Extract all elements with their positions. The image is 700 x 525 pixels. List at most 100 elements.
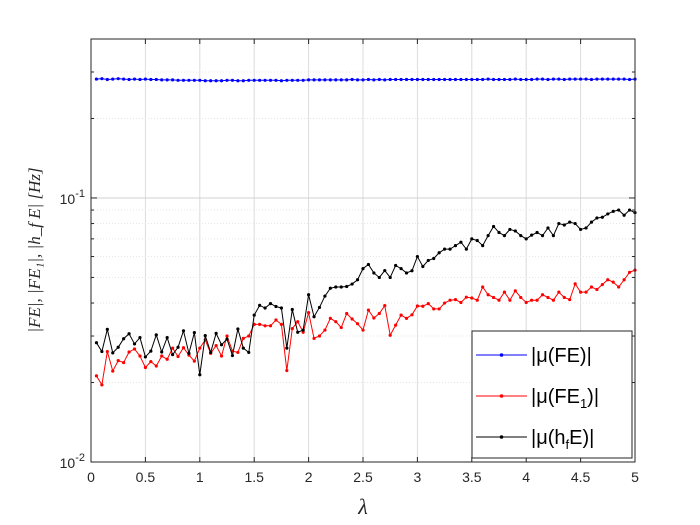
data-point	[606, 77, 610, 81]
data-point	[383, 78, 387, 82]
data-point	[339, 285, 343, 289]
data-point	[519, 295, 523, 300]
data-point	[535, 298, 539, 302]
data-point	[519, 234, 523, 238]
data-point	[404, 77, 409, 82]
data-point	[546, 295, 550, 300]
data-point	[132, 347, 137, 351]
data-point	[372, 271, 376, 275]
data-point	[562, 77, 566, 82]
data-point	[339, 78, 343, 82]
data-point	[323, 294, 327, 298]
data-point	[236, 350, 240, 355]
data-point	[394, 77, 398, 82]
data-point	[399, 267, 403, 271]
legend-marker	[499, 435, 504, 439]
data-point	[312, 336, 316, 340]
data-point	[154, 77, 158, 82]
data-point	[285, 368, 289, 373]
data-point	[557, 290, 561, 294]
data-point	[127, 332, 131, 336]
data-point	[94, 341, 99, 345]
data-point	[443, 301, 447, 305]
data-point	[464, 295, 468, 299]
data-point	[127, 350, 131, 354]
data-point	[181, 329, 186, 333]
data-point	[611, 77, 615, 81]
data-point	[513, 77, 517, 81]
data-point	[258, 322, 262, 326]
data-point	[595, 287, 599, 292]
data-point	[508, 298, 512, 302]
data-point	[410, 269, 414, 273]
legend-entry-1: |μ(FE1)|	[476, 386, 599, 411]
data-point	[339, 325, 343, 330]
data-point	[562, 223, 566, 227]
legend-label: |μ(FE)|	[531, 345, 592, 367]
data-point	[622, 77, 626, 81]
data-point	[187, 351, 191, 355]
data-point	[470, 77, 474, 82]
legend: |μ(FE)| |μ(FE1)| |μ(hfE)|	[471, 330, 633, 459]
data-point	[383, 268, 387, 273]
data-point	[176, 78, 180, 82]
data-point	[296, 320, 300, 324]
series-2	[94, 208, 637, 377]
data-point	[241, 79, 245, 83]
data-point	[122, 337, 126, 341]
data-point	[203, 334, 207, 338]
x-tick-label: 0.5	[136, 469, 156, 485]
data-point	[568, 298, 572, 302]
data-point	[481, 77, 485, 82]
y-tick-label: 10-2	[60, 452, 85, 471]
data-point	[171, 78, 175, 82]
data-point	[388, 333, 392, 337]
data-point	[122, 360, 126, 365]
data-point	[100, 383, 104, 387]
data-point	[486, 77, 490, 81]
data-point	[497, 298, 501, 302]
x-tick-label: 2.5	[353, 469, 373, 485]
data-point	[263, 324, 267, 328]
data-point	[497, 77, 501, 82]
data-point	[236, 327, 240, 331]
data-point	[579, 77, 583, 81]
data-point	[622, 213, 626, 217]
data-point	[154, 364, 158, 368]
legend-entry-2: |μ(hfE)|	[476, 427, 594, 452]
data-point	[491, 77, 496, 82]
data-point	[459, 77, 463, 82]
data-point	[160, 354, 164, 358]
data-point	[149, 360, 153, 364]
data-point	[617, 285, 621, 289]
data-point	[377, 77, 381, 82]
data-point	[426, 77, 430, 82]
legend-label: |μ(hfE)|	[531, 427, 594, 452]
data-point	[247, 78, 251, 82]
data-point	[475, 238, 479, 243]
data-point	[236, 79, 240, 83]
data-point	[116, 345, 120, 349]
data-point	[502, 77, 507, 82]
data-point	[165, 335, 169, 340]
data-point	[600, 282, 604, 287]
data-point	[459, 240, 463, 244]
data-point	[198, 373, 202, 377]
data-point	[143, 77, 147, 81]
data-point	[491, 295, 496, 300]
data-point	[622, 278, 626, 282]
data-point	[606, 278, 610, 282]
data-point	[198, 346, 202, 350]
data-point	[219, 79, 224, 83]
x-tick-labels: 0 0.5 1 1.5 2 2.5 3 3.5 4 4.5 5	[87, 469, 639, 485]
data-point	[307, 311, 311, 315]
data-point	[350, 282, 354, 286]
data-point	[366, 77, 371, 82]
data-point	[334, 78, 338, 82]
data-point	[508, 77, 512, 82]
series-line	[96, 209, 636, 375]
data-point	[127, 77, 131, 82]
series-layer	[94, 77, 637, 387]
data-point	[181, 346, 186, 350]
data-point	[350, 77, 354, 82]
